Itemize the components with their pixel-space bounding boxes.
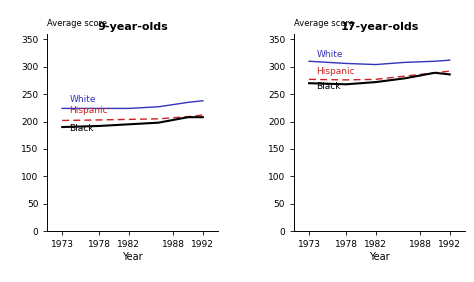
Text: Average score: Average score <box>294 19 355 28</box>
Title: 17-year-olds: 17-year-olds <box>340 22 419 32</box>
Text: Black: Black <box>317 82 341 91</box>
Text: White: White <box>70 95 96 104</box>
Text: Hispanic: Hispanic <box>70 106 108 115</box>
X-axis label: Year: Year <box>122 252 143 262</box>
Text: Hispanic: Hispanic <box>317 67 355 76</box>
X-axis label: Year: Year <box>369 252 390 262</box>
Title: 9-year-olds: 9-year-olds <box>97 22 168 32</box>
Text: White: White <box>317 50 343 59</box>
Text: Average score: Average score <box>47 19 108 28</box>
Text: Black: Black <box>70 124 94 133</box>
